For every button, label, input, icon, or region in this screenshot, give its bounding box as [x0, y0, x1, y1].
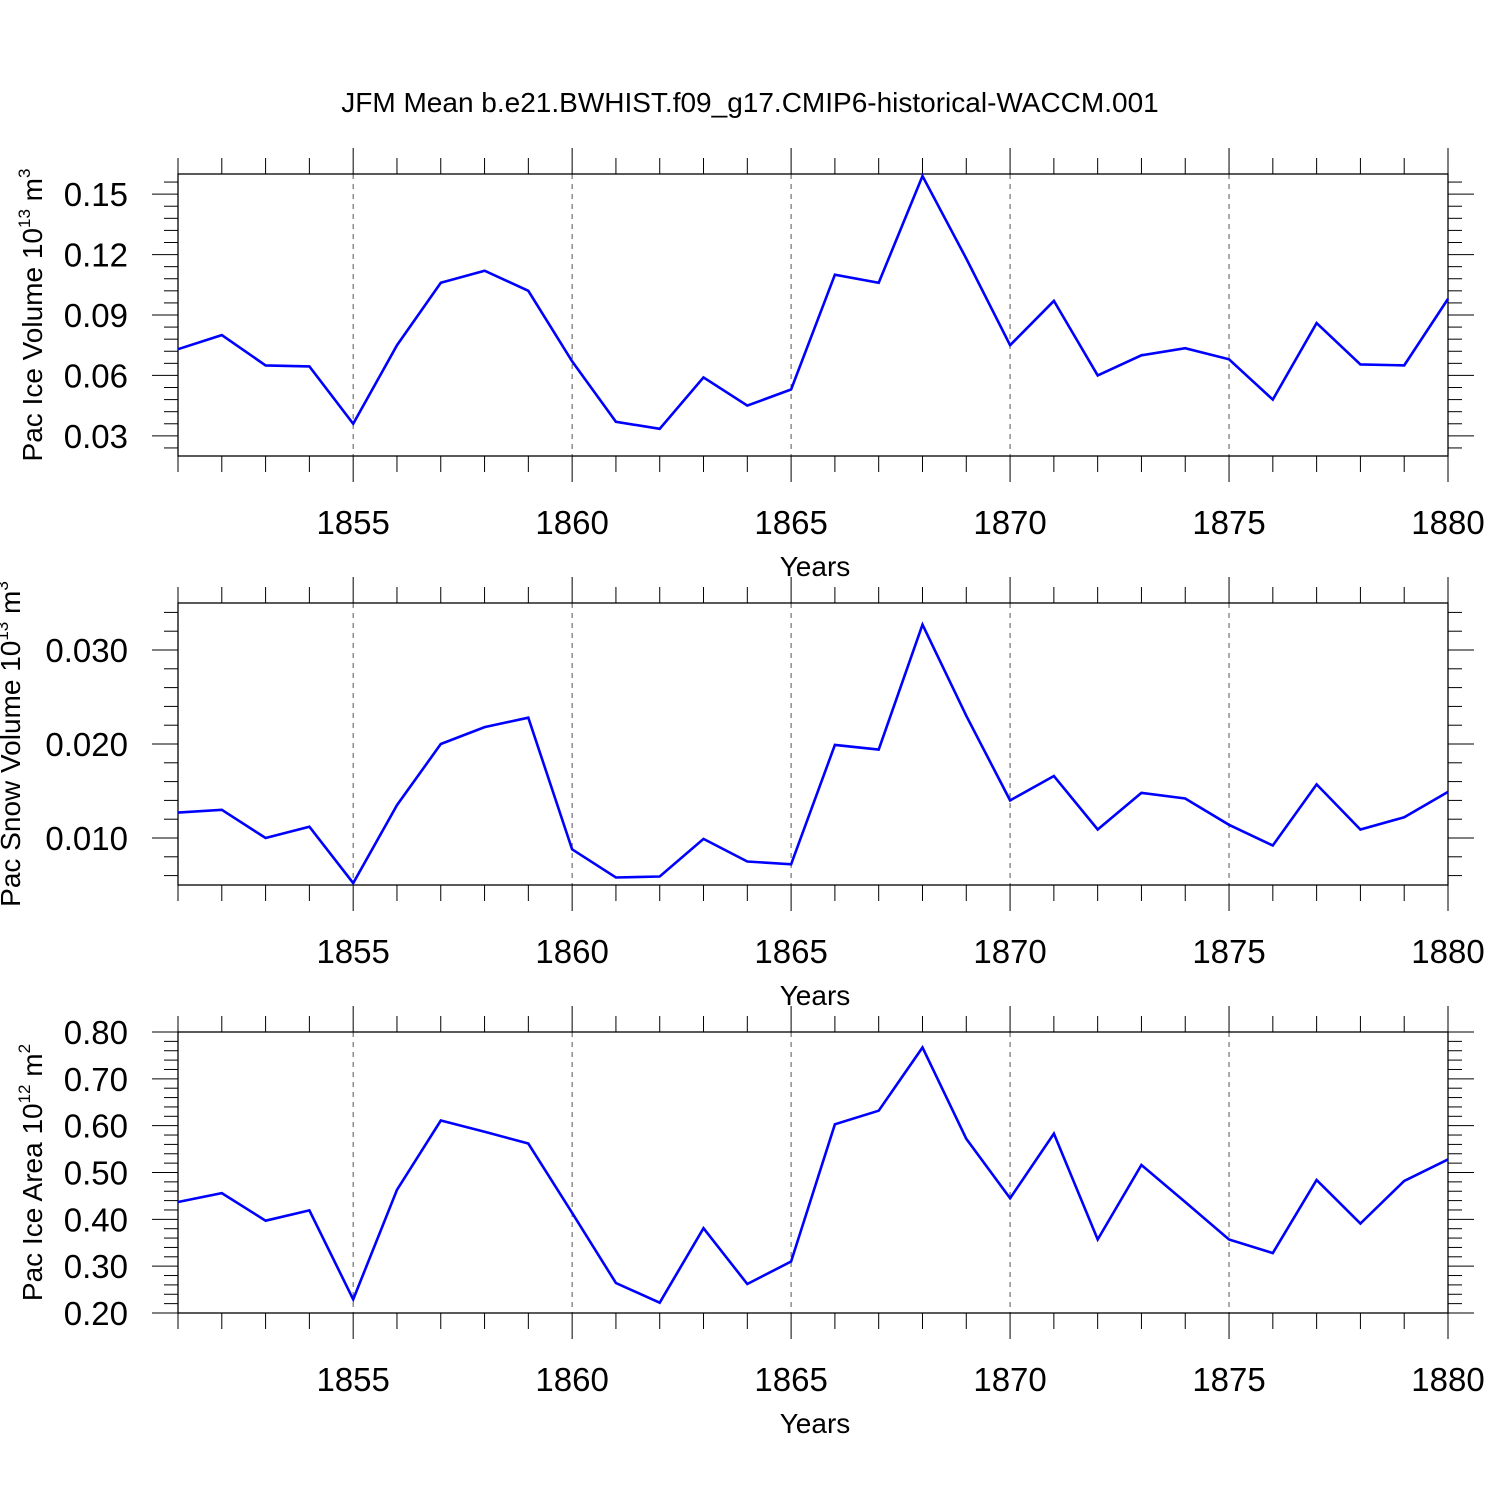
y-tick-label: 0.010: [45, 820, 128, 857]
x-tick-label: 1870: [973, 933, 1046, 970]
panel-1: 1855 1860 1865 1870 1875 1880 Years 0.03 0.06 0.0…: [15, 148, 1485, 582]
x-tick-label: 1880: [1411, 1361, 1484, 1398]
x-tick-label: 1870: [973, 504, 1046, 541]
y-tick-label: 0.70: [64, 1061, 128, 1098]
y-tick-label: 0.80: [64, 1014, 128, 1051]
y-axis-title-exponent: 12: [15, 1084, 34, 1103]
panels: 1855 1860 1865 1870 1875 1880 Years 0.03 0.06 0.0…: [0, 148, 1485, 1439]
x-tick-label: 1860: [535, 504, 608, 541]
y-tick-label: 0.030: [45, 632, 128, 669]
y-tick-label: 0.03: [64, 418, 128, 455]
y-tick-label: 0.06: [64, 357, 128, 394]
panel-3: 1855 1860 1865 1870 1875 1880 Years 0.20 0.30 0.4…: [15, 1006, 1485, 1439]
x-tick-label: 1870: [973, 1361, 1046, 1398]
y-axis-title: Pac Ice Volume 1013 m3: [15, 169, 48, 462]
y-tick-label: 0.15: [64, 176, 128, 213]
y-axis-title: Pac Ice Area 1012 m2: [15, 1044, 48, 1301]
series-line: [177, 1044, 1449, 1305]
figure-title: JFM Mean b.e21.BWHIST.f09_g17.CMIP6-hist…: [341, 87, 1158, 118]
x-axis-title: Years: [780, 551, 851, 582]
y-tick-label: 0.50: [64, 1155, 128, 1192]
y-axis-title: Pac Snow Volume 1013 m3: [0, 581, 26, 907]
x-tick-label: 1855: [316, 1361, 389, 1398]
x-tick-label: 1875: [1192, 504, 1265, 541]
y-tick-label: 0.12: [64, 237, 128, 274]
y-axis-title-unit-exponent: 3: [0, 581, 12, 590]
y-tick-label: 0.60: [64, 1108, 128, 1145]
x-tick-label: 1865: [754, 504, 827, 541]
y-tick-label: 0.40: [64, 1201, 128, 1238]
y-axis-title-exponent: 13: [0, 622, 12, 641]
x-tick-label: 1860: [535, 1361, 608, 1398]
y-axis-title-unit-exponent: 2: [15, 1044, 34, 1053]
y-axis-title-text: Pac Ice Volume 10: [17, 228, 48, 461]
series-line: [177, 172, 1450, 431]
x-tick-label: 1865: [754, 933, 827, 970]
y-tick-label: 0.30: [64, 1248, 128, 1285]
x-axis-title: Years: [780, 980, 851, 1011]
series-line: [177, 621, 1449, 886]
x-tick-label: 1855: [316, 933, 389, 970]
y-axis-title-text: Pac Ice Area 10: [17, 1103, 48, 1301]
y-axis-title-unit: m: [17, 178, 48, 209]
panel-2: 1855 1860 1865 1870 1875 1880 Years 0.010 0.020 0…: [0, 577, 1485, 1011]
y-tick-label: 0.09: [64, 297, 128, 334]
x-tick-label: 1880: [1411, 933, 1484, 970]
x-tick-label: 1880: [1411, 504, 1484, 541]
y-axis-title-unit-exponent: 3: [15, 169, 34, 178]
x-tick-label: 1860: [535, 933, 608, 970]
y-axis-title-exponent: 13: [15, 209, 34, 228]
x-tick-label: 1875: [1192, 1361, 1265, 1398]
y-axis-title-unit: m: [0, 591, 26, 622]
y-axis-title-unit: m: [17, 1053, 48, 1084]
x-tick-label: 1865: [754, 1361, 827, 1398]
y-tick-label: 0.020: [45, 726, 128, 763]
y-axis-title-text: Pac Snow Volume 10: [0, 641, 26, 907]
y-tick-label: 0.20: [64, 1295, 128, 1332]
x-tick-label: 1875: [1192, 933, 1265, 970]
x-tick-label: 1855: [316, 504, 389, 541]
x-axis-title: Years: [780, 1408, 851, 1439]
